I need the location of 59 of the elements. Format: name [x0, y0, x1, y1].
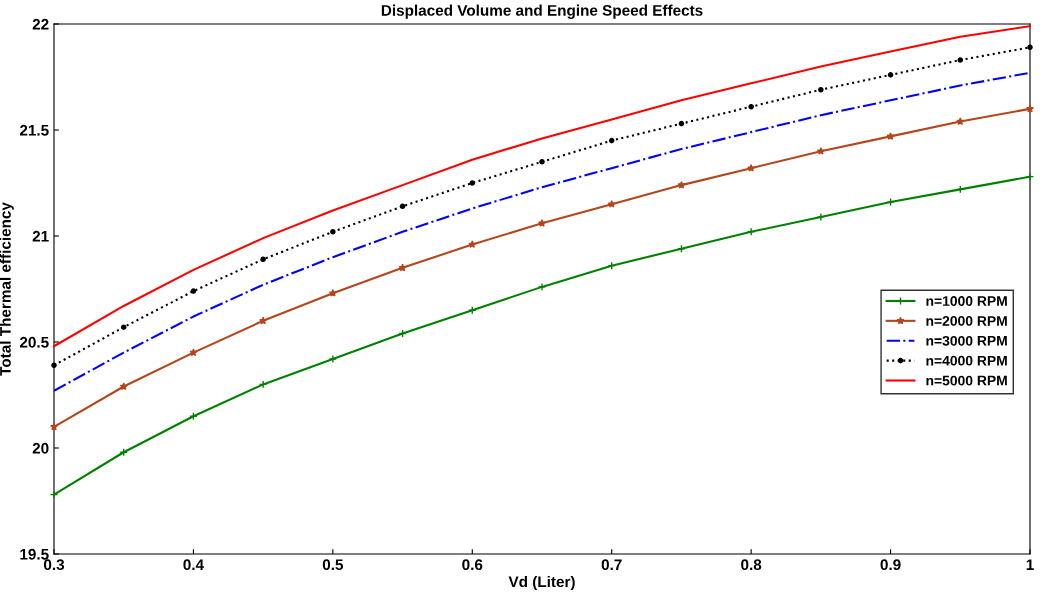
point	[607, 200, 616, 208]
point	[887, 72, 894, 78]
point	[677, 180, 686, 189]
y-tick-label: 20	[32, 442, 49, 454]
point	[189, 348, 198, 357]
x-tick-label: 0.3	[43, 559, 65, 571]
point	[51, 362, 57, 369]
point	[957, 57, 964, 63]
point	[748, 103, 754, 110]
point	[330, 228, 336, 235]
point	[120, 324, 127, 330]
legend-label: n=4000 RPM	[926, 355, 1007, 366]
point	[537, 282, 547, 292]
x-tick-label: 0.7	[601, 559, 622, 571]
y-tick-label: 20.5	[19, 336, 49, 348]
x-tick-label: 0.9	[880, 559, 901, 571]
point	[608, 137, 615, 144]
point	[260, 256, 266, 263]
point	[468, 240, 477, 248]
point	[746, 227, 756, 236]
legend-label: n=5000 RPM	[926, 375, 1007, 386]
point	[399, 203, 406, 210]
point	[49, 490, 59, 499]
point	[747, 163, 756, 172]
x-tick-label: 0.6	[462, 559, 483, 571]
point	[190, 288, 197, 294]
point	[328, 289, 337, 297]
y-tick-label: 22	[32, 18, 49, 30]
point	[816, 212, 826, 222]
point	[398, 263, 407, 272]
point	[956, 117, 965, 126]
point	[50, 422, 58, 431]
x-tick-label: 0.8	[741, 559, 762, 571]
y-tick-label: 19.5	[20, 548, 49, 560]
point	[1027, 44, 1033, 51]
legend-label: n=1000 RPM	[926, 296, 1007, 306]
legend-label: n=3000 RPM	[926, 335, 1007, 346]
x-tick-label: 0.5	[322, 559, 344, 571]
point	[678, 120, 685, 127]
point	[119, 382, 128, 391]
legend-label: n=2000 RPM	[926, 316, 1007, 326]
point	[1026, 104, 1034, 113]
point	[259, 316, 268, 325]
y-axis-title: Total Thermal efficiency	[0, 202, 14, 376]
point	[818, 86, 824, 93]
point	[1025, 172, 1035, 181]
y-tick-label: 21.5	[19, 124, 49, 136]
point	[328, 354, 338, 364]
x-axis-title: Vd (Liter)	[508, 575, 575, 591]
point	[886, 197, 895, 207]
x-tick-label: 0.4	[183, 559, 204, 571]
point	[258, 380, 268, 389]
point	[469, 180, 476, 186]
y-tick-label: 21	[32, 230, 49, 242]
point	[539, 159, 545, 165]
chart-title: Displaced Volume and Engine Speed Effects	[381, 4, 703, 19]
point	[538, 219, 546, 227]
x-tick-label: 1	[1026, 559, 1034, 570]
point	[816, 147, 825, 155]
